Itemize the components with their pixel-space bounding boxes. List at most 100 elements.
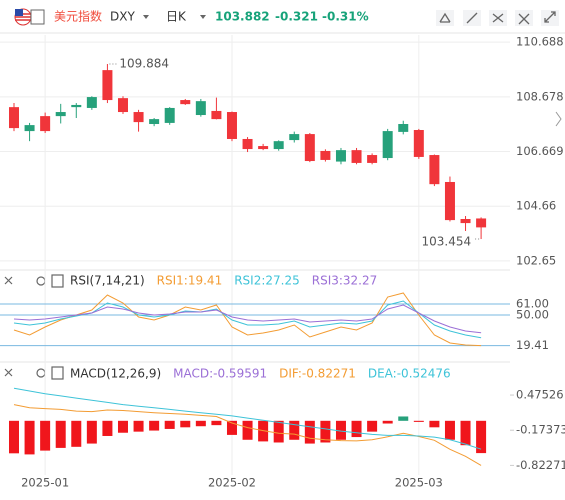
y-tick-label: 110.688 [516,35,564,49]
candle-body [149,119,160,125]
candle-body [71,104,82,108]
symbol-name[interactable]: 美元指数 [54,9,102,24]
y-tick-label: -0.82271 [516,458,565,472]
candle-body [367,155,378,163]
candle-body [164,107,175,123]
macd-bar [102,420,113,436]
candle-body [444,181,455,221]
symbol-code[interactable]: DXY [110,10,135,24]
candle-body [476,218,487,228]
macd-bar [398,416,409,421]
candle-body [55,112,66,117]
x-tick-label: 2025-01 [21,476,69,490]
macd-bar [429,420,440,428]
candle-body [335,150,346,162]
candle-body [460,219,471,224]
indicator-line [13,387,482,450]
macd-bar [460,420,471,446]
macd-bar [71,420,82,447]
macd-bar [180,420,191,428]
period[interactable]: 日K [166,10,187,24]
flag-icon [14,8,32,26]
candle-body [398,124,409,132]
macd-bar [133,420,144,432]
macd-bar [195,420,206,427]
mark-icon [30,9,45,25]
indicator-title: RSI(7,14,21) [70,274,145,288]
macd-bar [289,420,300,440]
macd-bar [55,420,66,448]
macd-bar [86,420,97,444]
change-pct: -0.31% [322,10,369,24]
candle-body [24,125,35,132]
legend-entry: MACD:-0.59591 [173,367,267,381]
macd-bar [164,420,175,429]
macd-bar [444,420,455,440]
macd-bar [40,420,51,451]
y-tick-label: 61.00 [516,297,549,311]
dropdown-icon[interactable] [143,15,149,19]
low-label: 103.454 [421,235,471,249]
candle-body [86,97,97,108]
macd-bar [367,420,378,432]
x-tick-label: 2025-03 [395,476,443,490]
y-tick-label: 102.65 [516,253,556,267]
indicator-line [13,292,482,347]
y-tick-label: 0.47526 [516,388,564,402]
x-tick-label: 2025-02 [208,476,256,490]
indicator-line [13,304,482,334]
macd-bar [242,420,253,440]
macd-bar [351,420,362,438]
legend-entry: DIF:-0.82271 [279,367,356,381]
candle-body [133,112,144,123]
candle-body [102,70,113,101]
candle-body [40,116,51,132]
candle-body [117,98,128,113]
candle-body [226,112,237,139]
legend-entry: RSI2:27.25 [234,274,300,288]
candle-body [320,150,331,160]
collapse-icon[interactable] [555,111,562,127]
candle-body [195,101,206,116]
candle-body [429,155,440,185]
legend-entry: DEA:-0.52476 [368,367,451,381]
candle-body [382,131,393,159]
candle-body [242,138,253,150]
y-tick-label: 108.678 [516,89,564,103]
candle-body [258,146,269,150]
macd-bar [9,420,19,454]
macd-bar [413,420,424,422]
macd-bar [476,420,487,454]
macd-bar [273,420,284,443]
macd-bar [335,420,346,440]
y-tick-label: 50.00 [516,308,549,322]
macd-bar [320,420,331,443]
y-tick-label: 104.66 [516,199,556,213]
y-tick-label: -0.17373 [516,423,565,437]
y-tick-label: 19.41 [516,338,549,352]
candle-body [351,150,362,163]
macd-bar [226,420,237,435]
indicator-line [13,404,482,466]
price: 103.882 [215,10,270,24]
macd-bar [24,420,35,455]
dropdown-icon[interactable] [200,15,206,19]
indicator-title: MACD(12,26,9) [70,367,161,381]
legend-entry: RSI3:32.27 [312,274,378,288]
candle-body [9,107,19,129]
candle-body [273,141,284,150]
high-label: 109.884 [119,57,169,71]
macd-bar [211,420,222,426]
toolbar[interactable] [436,10,559,26]
candle-body [413,129,424,157]
y-tick-label: 106.669 [516,144,564,158]
candle-body [180,100,191,105]
legend-entry: RSI1:19.41 [157,274,223,288]
macd-bar [382,420,393,424]
macd-bar [117,420,128,433]
macd-bar [304,420,315,444]
candle-body [289,134,300,141]
